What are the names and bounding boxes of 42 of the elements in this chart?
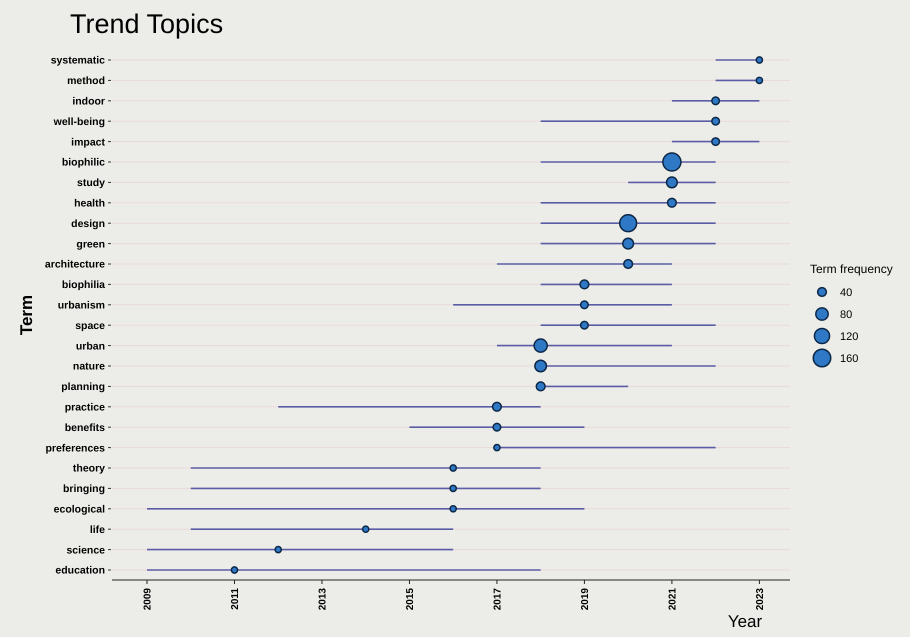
y-tick-label: nature: [72, 360, 106, 373]
y-tick-label: preferences: [45, 442, 106, 454]
x-tick-label: 2023: [754, 588, 766, 610]
y-tick-label: planning: [61, 381, 105, 394]
legend-label: 160: [840, 352, 858, 365]
y-tick-label: science: [66, 544, 106, 556]
y-tick-label: method: [67, 75, 105, 88]
y-axis-title: Term: [17, 294, 36, 336]
y-tick-label: study: [76, 177, 106, 190]
y-tick-label: architecture: [44, 258, 106, 271]
y-tick-label: indoor: [72, 95, 105, 108]
y-tick-label: systematic: [50, 54, 106, 67]
y-tick-label: benefits: [64, 422, 106, 434]
x-tick-label: 2017: [492, 588, 504, 610]
y-tick-label: education: [55, 564, 105, 577]
legend-label: 40: [840, 286, 852, 299]
x-tick-label: 2015: [404, 588, 416, 610]
x-tick-label: 2013: [317, 588, 328, 610]
x-tick-label: 2019: [580, 588, 591, 610]
x-tick-label: 2011: [230, 588, 241, 610]
x-axis-title: Year: [728, 612, 763, 631]
y-tick-label: life: [90, 524, 106, 536]
y-tick-label: practice: [64, 401, 106, 414]
legend-label: 120: [840, 330, 858, 343]
y-tick-label: bringing: [63, 483, 105, 496]
y-tick-label: urban: [76, 340, 105, 352]
x-tick-label: 2009: [142, 588, 154, 610]
y-tick-label: urbanism: [58, 299, 105, 312]
y-tick-label: health: [74, 197, 105, 210]
y-tick-label: impact: [71, 136, 106, 148]
y-tick-label: green: [76, 238, 105, 250]
y-tick-label: space: [75, 320, 106, 332]
y-tick-label: biophilia: [62, 279, 106, 292]
x-tick-label: 2021: [667, 588, 678, 610]
chart-title: Trend Topics: [70, 9, 224, 39]
y-tick-label: design: [71, 218, 105, 230]
legend-label: 80: [840, 308, 852, 321]
y-tick-label: well-being: [52, 116, 105, 128]
y-tick-label: theory: [72, 462, 106, 475]
legend-title: Term frequency: [810, 262, 893, 276]
y-tick-label: ecological: [54, 503, 106, 516]
y-tick-label: biophilic: [62, 156, 106, 169]
